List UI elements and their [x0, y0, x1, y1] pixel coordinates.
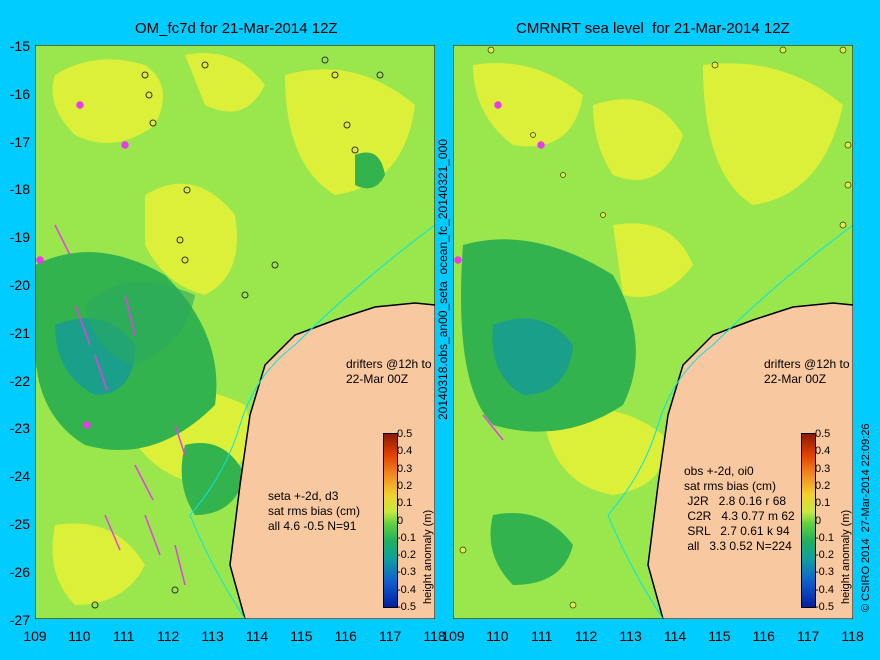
- y-tick-label: -16: [9, 85, 30, 102]
- colorbar-tick-label: -0.2: [815, 549, 834, 562]
- x-tick-label: 112: [157, 628, 180, 644]
- x-tick-label: 117: [797, 628, 820, 644]
- anomaly-high: [703, 63, 843, 205]
- anomaly-low: [85, 282, 195, 365]
- left-map-svg: [35, 45, 435, 619]
- anomaly-high: [473, 63, 583, 147]
- x-tick-label: 111: [531, 628, 553, 644]
- anomaly-deep: [492, 318, 573, 395]
- left-map-title: OM_fc7d for 21-Mar-2014 12Z: [135, 20, 338, 37]
- x-tick-label: 115: [290, 628, 313, 644]
- anomaly-low: [490, 513, 573, 585]
- colorbar-tick-label: -0.4: [397, 583, 416, 596]
- y-tick-label: -23: [9, 420, 30, 437]
- right-drifters-note: drifters @12h to 22-Mar 00Z: [764, 357, 850, 386]
- anomaly-high: [145, 183, 237, 295]
- y-tick-label: -15: [9, 38, 30, 54]
- right-map-title: CMRNRT sea level for 21-Mar-2014 12Z: [516, 20, 790, 37]
- x-tick-label: 110: [486, 628, 509, 644]
- colorbar-tick-label: -0.4: [815, 583, 834, 596]
- x-tick-label: 117: [379, 628, 402, 644]
- x-tick-label: 109: [441, 628, 465, 644]
- x-tick-label: 114: [245, 628, 269, 644]
- colorbar-tick-label: -0.1: [397, 531, 416, 544]
- y-tick-label: -19: [9, 229, 30, 246]
- anomaly-low: [181, 443, 245, 515]
- drifter-arrows: [36, 101, 186, 586]
- colorbar-tick-label: 0.3: [397, 462, 413, 475]
- colorbar-tick-label: -0.5: [815, 601, 834, 613]
- right-colorbar-label: height anomaly (m): [840, 509, 852, 604]
- x-tick-label: 109: [23, 628, 47, 644]
- colorbar-tick-label: 0.5: [815, 428, 831, 440]
- colorbar-tick-label: 0.4: [815, 445, 831, 458]
- middle-run-label: 20140318.obs_an00_seta ocean_fc_20140321…: [436, 139, 450, 420]
- x-tick-label: 112: [575, 628, 598, 644]
- colorbar-tick-label: -0.1: [815, 531, 834, 544]
- copyright-label: © CSIRO 2014 27-Mar-2014 22:09:26: [860, 423, 872, 613]
- x-tick-label: 118: [841, 628, 864, 644]
- x-tick-label: 110: [68, 628, 91, 644]
- x-tick-label: 116: [752, 628, 775, 644]
- y-tick-label: -17: [9, 133, 30, 150]
- left-map-panel[interactable]: [35, 45, 435, 619]
- colorbar-tick-label: -0.3: [815, 566, 834, 579]
- y-tick-label: -22: [9, 372, 30, 389]
- x-tick-label: 114: [663, 628, 687, 644]
- y-tick-label: -26: [9, 563, 30, 580]
- satellite-track: [189, 224, 435, 619]
- left-drifters-note: drifters @12h to 22-Mar 00Z: [346, 357, 432, 386]
- satellite-track: [607, 224, 853, 619]
- colorbar-tick-label: -0.5: [397, 601, 416, 613]
- y-tick-label: -24: [9, 468, 30, 485]
- colorbar-tick-label: 0.5: [397, 428, 413, 440]
- right-map-panel[interactable]: [453, 45, 853, 619]
- colorbar-tick-label: -0.2: [397, 549, 416, 562]
- anomaly-high: [593, 99, 683, 180]
- left-colorbar-label: height anomaly (m): [422, 509, 434, 604]
- anomaly-high: [613, 223, 693, 297]
- y-tick-label: -27: [9, 611, 30, 628]
- colorbar-tick-label: 0.3: [815, 462, 831, 475]
- x-tick-label: 115: [708, 628, 731, 644]
- right-stats-box: obs +-2d, oi0 sat rms bias (cm) J2R 2.8 …: [684, 464, 795, 553]
- anomaly-high: [52, 59, 163, 143]
- drifter-arrows: [454, 101, 545, 441]
- x-tick-label: 113: [201, 628, 224, 644]
- colorbar-tick-label: 0: [815, 514, 822, 527]
- y-tick-label: -18: [9, 181, 30, 198]
- colorbar-tick-label: 0.2: [815, 479, 831, 492]
- y-tick-label: -20: [9, 277, 30, 293]
- anomaly-high: [543, 408, 665, 495]
- anomaly-low: [355, 152, 385, 189]
- colorbar-tick-label: -0.3: [397, 566, 416, 579]
- colorbar-tick-label: 0.4: [397, 445, 413, 458]
- right-colorbar: [801, 433, 816, 608]
- x-tick-label: 118: [423, 628, 446, 644]
- y-tick-label: -25: [9, 516, 30, 532]
- anomaly-high: [52, 523, 145, 605]
- x-tick-label: 113: [619, 628, 642, 644]
- coastline: [229, 302, 435, 619]
- y-tick-label: -21: [9, 324, 30, 341]
- anomaly-high: [285, 69, 415, 195]
- colorbar-tick-label: 0.2: [397, 479, 413, 492]
- right-map-svg: [453, 45, 853, 619]
- left-stats-box: seta +-2d, d3 sat rms bias (cm) all 4.6 …: [268, 489, 361, 533]
- left-colorbar: [383, 433, 398, 608]
- colorbar-tick-label: 0: [397, 514, 404, 527]
- colorbar-tick-label: 0.1: [397, 497, 413, 510]
- obs-markers: [459, 46, 852, 609]
- colorbar-tick-label: 0.1: [815, 497, 831, 510]
- obs-markers: [91, 56, 384, 609]
- x-tick-label: 111: [113, 628, 135, 644]
- coastline: [647, 302, 853, 619]
- x-tick-label: 116: [334, 628, 357, 644]
